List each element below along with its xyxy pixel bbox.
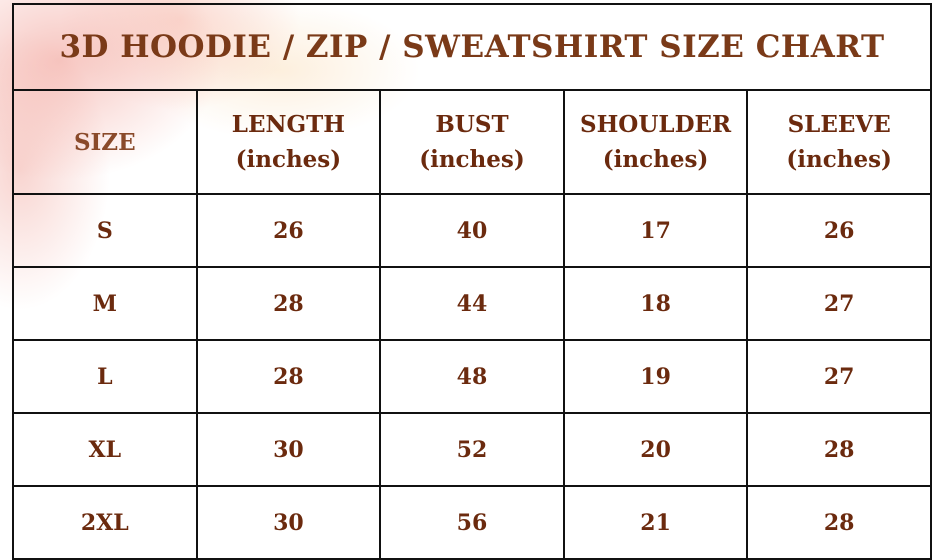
cell-shoulder: 21 [562,485,749,560]
header-label: SLEEVE [787,111,891,138]
cell-sleeve: 28 [746,412,932,487]
table-row: L 28 48 19 27 [12,339,932,414]
table-row: M 28 44 18 27 [12,266,932,341]
table-row: XL 30 52 20 28 [12,412,932,487]
cell-shoulder: 19 [562,339,749,414]
cell-sleeve: 26 [746,193,932,268]
header-unit: (inches) [419,146,525,173]
header-size: SIZE [12,89,198,195]
cell-size: 2XL [12,485,198,560]
cell-shoulder: 20 [562,412,749,487]
header-unit: (inches) [602,146,709,173]
header-unit: (inches) [235,146,342,173]
header-label: SHOULDER [579,111,732,138]
header-label: SIZE [73,128,136,156]
cell-size: XL [12,412,198,487]
table-row: 2XL 30 56 21 28 [12,485,932,560]
table-row: S 26 40 17 26 [12,193,932,268]
header-length: LENGTH (inches) [195,89,382,195]
header-row: SIZE LENGTH (inches) BUST (inches) SHOULDE… [12,89,932,195]
size-chart-table: 3D HOODIE / ZIP / SWEATSHIRT SIZE CHART … [12,3,932,560]
cell-sleeve: 27 [746,266,932,341]
header-unit: (inches) [786,146,892,173]
header-label: BUST [435,111,509,138]
cell-size: M [12,266,198,341]
header-label: LENGTH [231,111,345,138]
cell-bust: 56 [379,485,565,560]
cell-bust: 52 [379,412,565,487]
chart-title: 3D HOODIE / ZIP / SWEATSHIRT SIZE CHART [12,3,932,91]
header-sleeve: SLEEVE (inches) [746,89,932,195]
cell-length: 30 [195,412,382,487]
cell-size: L [12,339,198,414]
header-bust: BUST (inches) [379,89,565,195]
cell-length: 30 [195,485,382,560]
cell-bust: 48 [379,339,565,414]
cell-shoulder: 17 [562,193,749,268]
cell-length: 26 [195,193,382,268]
cell-length: 28 [195,266,382,341]
cell-bust: 40 [379,193,565,268]
cell-sleeve: 27 [746,339,932,414]
cell-shoulder: 18 [562,266,749,341]
cell-length: 28 [195,339,382,414]
cell-sleeve: 28 [746,485,932,560]
cell-size: S [12,193,198,268]
header-shoulder: SHOULDER (inches) [562,89,749,195]
cell-bust: 44 [379,266,565,341]
